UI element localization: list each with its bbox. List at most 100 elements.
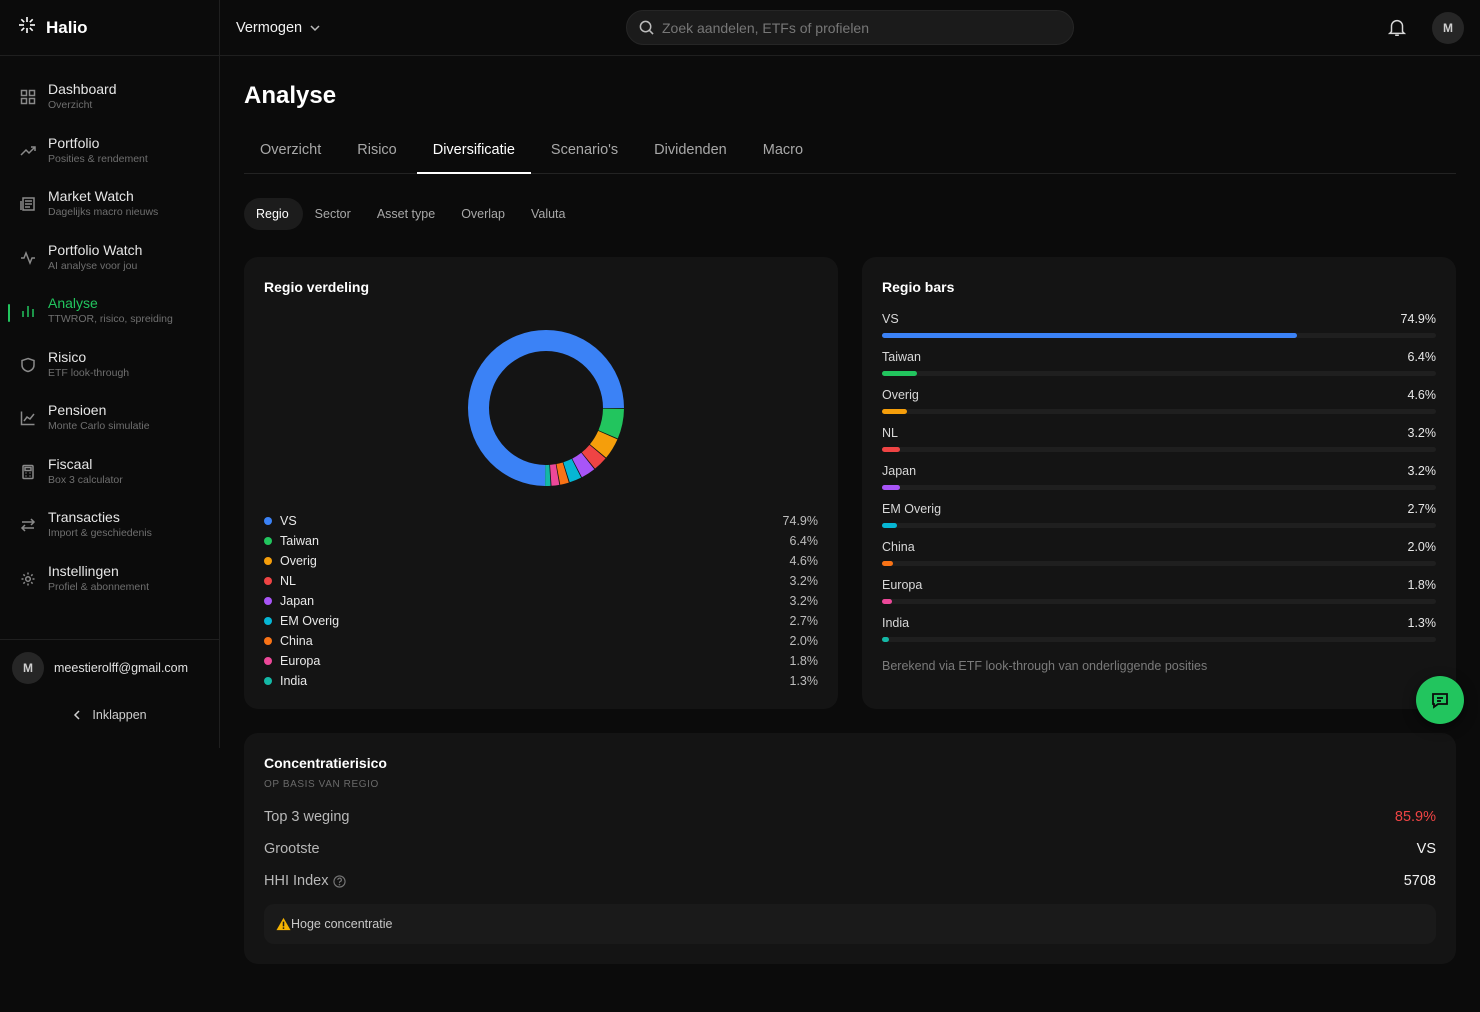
grid-icon	[20, 89, 36, 105]
bar-fill	[882, 371, 918, 376]
main-content: Analyse Overzicht Risico Diversificatie Sce…	[244, 56, 1456, 964]
sidebar-item-instellingen[interactable]: Instellingen Profiel & abonnement	[0, 554, 219, 608]
top-header: Vermogen M	[220, 0, 1480, 56]
legend-item: EM Overig 2.7%	[264, 611, 818, 631]
sidebar-item-pensioen[interactable]: Pensioen Monte Carlo simulatie	[0, 393, 219, 447]
tab-dividenden[interactable]: Dividenden	[654, 142, 727, 158]
sidebar-item-subtitle: Monte Carlo simulatie	[48, 420, 150, 432]
sidebar-item-risico[interactable]: Risico ETF look-through	[0, 340, 219, 394]
legend-item: Taiwan 6.4%	[264, 531, 818, 551]
subtab-overlap[interactable]: Overlap	[461, 207, 505, 221]
donut-slice-india[interactable]	[545, 464, 551, 486]
chat-button[interactable]	[1416, 676, 1464, 724]
sidebar-item-dashboard[interactable]: Dashboard Overzicht	[0, 72, 219, 126]
sidebar-item-label: Analyse	[48, 295, 98, 311]
legend-label: VS	[280, 514, 297, 528]
notifications-button[interactable]	[1386, 16, 1408, 43]
legend-label: China	[280, 634, 313, 648]
hhi-index-label-wrap: HHI Index	[264, 873, 347, 889]
largest-value: VS	[1416, 841, 1436, 857]
bar-fill	[882, 561, 894, 566]
legend-dot	[264, 537, 272, 545]
bar-value: 2.7%	[1407, 502, 1437, 516]
subtab-sector[interactable]: Sector	[314, 207, 351, 221]
sidebar-footer: M meestierolff@gmail.com Inklappen	[0, 639, 219, 722]
donut-slice-europa[interactable]	[550, 464, 560, 486]
region-bar-row: NL 3.2%	[882, 426, 1436, 464]
legend-label: India	[280, 674, 308, 688]
tab-overzicht[interactable]: Overzicht	[260, 142, 322, 158]
legend-item: NL 3.2%	[264, 571, 818, 591]
tab-risico[interactable]: Risico	[357, 142, 397, 158]
bar-fill	[882, 637, 890, 642]
sidebar-item-label: Dashboard	[48, 81, 117, 97]
sidebar-item-market-watch[interactable]: Market Watch Dagelijks macro nieuws	[0, 179, 219, 233]
bar-value: 4.6%	[1407, 388, 1437, 402]
largest-label: Grootste	[264, 841, 320, 857]
legend-dot	[264, 577, 272, 585]
vault-selector[interactable]: Vermogen	[236, 20, 320, 36]
region-legend: VS 74.9% Taiwan 6.4% Overig 4.6% NL 3.2% Japan 3.…	[264, 511, 818, 691]
region-bars-title: Regio bars	[882, 279, 955, 295]
user-avatar: M	[12, 652, 44, 684]
sidebar-item-portfolio[interactable]: Portfolio Posities & rendement	[0, 126, 219, 180]
bar-value: 2.0%	[1407, 540, 1437, 554]
donut-slice-overig[interactable]	[589, 430, 618, 458]
concentration-title: Concentratierisico	[264, 755, 387, 771]
help-icon[interactable]	[333, 874, 347, 888]
top3-weight-value: 85.9%	[1394, 809, 1436, 825]
sidebar-item-portfolio-watch[interactable]: Portfolio Watch AI analyse voor jou	[0, 233, 219, 287]
bar-header: EM Overig 2.7%	[882, 502, 1436, 516]
legend-item: China 2.0%	[264, 631, 818, 651]
bar-track	[882, 523, 1436, 528]
region-bar-row: Europa 1.8%	[882, 578, 1436, 616]
bar-label: Europa	[882, 578, 923, 592]
legend-value: 3.2%	[789, 594, 819, 608]
tab-scenario-s[interactable]: Scenario's	[550, 142, 619, 158]
logo-icon	[18, 16, 36, 39]
sidebar-item-analyse[interactable]: Analyse TTWROR, risico, spreiding	[0, 286, 219, 340]
donut-slice-nl[interactable]	[581, 444, 606, 469]
legend-dot	[264, 557, 272, 565]
collapse-sidebar-button[interactable]: Inklappen	[0, 708, 219, 722]
sidebar-item-label: Fiscaal	[48, 455, 93, 472]
tab-macro[interactable]: Macro	[762, 142, 804, 158]
sidebar-item-subtitle: Box 3 calculator	[48, 473, 123, 486]
sidebar-item-label: Transacties	[48, 509, 120, 525]
search-icon	[639, 20, 654, 35]
sidebar-item-fiscaal[interactable]: Fiscaal Box 3 calculator	[0, 447, 219, 501]
header-avatar[interactable]: M	[1432, 12, 1464, 44]
bars-footnote: Berekend via ETF look-through van onderl…	[882, 659, 1208, 673]
sidebar-item-subtitle: AI analyse voor jou	[48, 259, 138, 272]
donut-slice-em-overig[interactable]	[563, 458, 582, 483]
sidebar-item-label: Pensioen	[48, 402, 107, 418]
subtab-valuta[interactable]: Valuta	[530, 207, 566, 221]
user-account[interactable]: M meestierolff@gmail.com	[12, 652, 219, 684]
bar-track	[882, 637, 1436, 642]
legend-item: Japan 3.2%	[264, 591, 818, 611]
donut-slice-taiwan[interactable]	[598, 408, 624, 439]
user-email: meestierolff@gmail.com	[54, 661, 189, 675]
bar-label: NL	[882, 426, 898, 440]
sidebar-item-transacties[interactable]: Transacties Import & geschiedenis	[0, 500, 219, 554]
subtab-asset-type[interactable]: Asset type	[376, 207, 436, 221]
region-bars-list: VS 74.9% Taiwan 6.4% Overig 4.6% NL 3.2% Japan 3.…	[882, 312, 1436, 654]
donut-slice-japan[interactable]	[572, 452, 595, 478]
sidebar-item-text: Pensioen Monte Carlo simulatie	[48, 401, 150, 433]
bar-track	[882, 599, 1436, 604]
tab-diversificatie[interactable]: Diversificatie	[416, 134, 531, 174]
bar-header: Overig 4.6%	[882, 388, 1436, 402]
largest-row: Grootste VS	[264, 841, 1436, 857]
subtab-regio[interactable]: Regio	[244, 198, 303, 230]
region-bars-card: Regio bars VS 74.9% Taiwan 6.4% Overig 4.6% NL…	[862, 257, 1456, 709]
sidebar-item-text: Instellingen Profiel & abonnement	[48, 562, 149, 594]
bar-value: 1.8%	[1407, 578, 1437, 592]
legend-dot	[264, 617, 272, 625]
legend-label: Europa	[280, 654, 321, 668]
legend-dot	[264, 597, 272, 605]
sidebar-item-label: Instellingen	[48, 562, 119, 579]
search-input[interactable]	[662, 19, 1062, 36]
sidebar-item-text: Dashboard Overzicht	[48, 80, 117, 112]
donut-slice-china[interactable]	[556, 462, 569, 485]
brand[interactable]: Halio	[0, 0, 219, 56]
